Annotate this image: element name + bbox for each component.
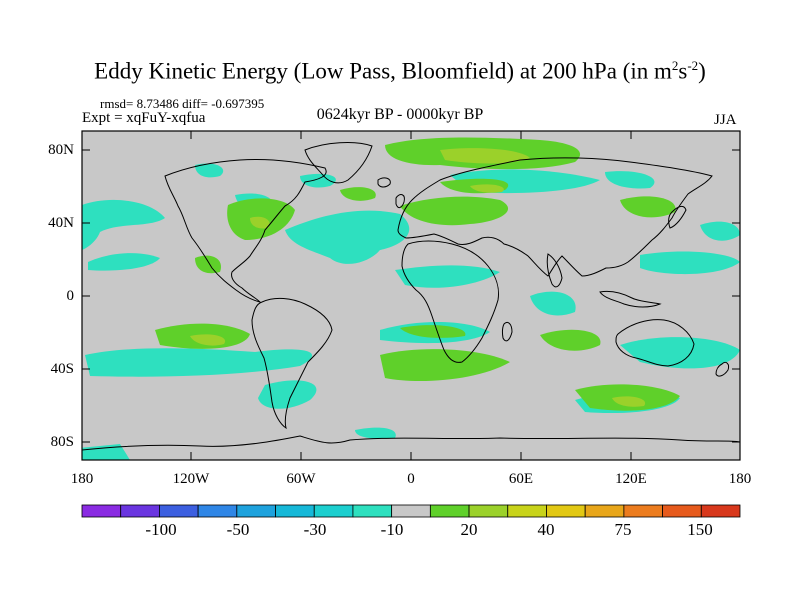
y-tick-label: 0	[66, 288, 75, 304]
colorbar-swatch	[120, 504, 160, 518]
title-unit-sup2: -2	[687, 58, 699, 73]
colorbar-swatch	[313, 504, 354, 518]
colorbar-swatch	[391, 504, 431, 518]
coast-indonesia	[599, 291, 662, 308]
coast-new-zealand	[715, 361, 729, 377]
field-patches	[82, 137, 740, 460]
coast-antarctica	[82, 435, 740, 460]
colorbar-label: 75	[614, 520, 632, 539]
title-unit-mid: s	[678, 58, 688, 84]
colorbar-label: -100	[145, 520, 177, 539]
colorbar-swatch	[352, 504, 393, 518]
colorbar-swatch	[700, 504, 741, 518]
coast-eurasia	[397, 157, 713, 277]
x-tick-label: 180	[70, 471, 94, 487]
coast-madagascar	[501, 321, 513, 342]
title-close: )	[698, 58, 706, 84]
coast-japan	[668, 205, 687, 229]
x-tick-label: 60W	[286, 471, 316, 487]
colorbar-swatch	[623, 504, 663, 518]
coast-africa	[401, 240, 499, 363]
x-tick-label: 180	[728, 471, 752, 487]
colorbar-swatch	[159, 504, 199, 518]
y-tick-label: 40N	[48, 215, 74, 231]
x-tick-label: 120W	[172, 471, 210, 487]
y-tick-label: 80S	[50, 434, 74, 450]
x-tick-label: 0	[407, 471, 415, 487]
colorbar-swatch	[81, 504, 122, 518]
coast-uk	[395, 194, 405, 209]
lightgreen-patches	[190, 148, 646, 407]
coast-iceland	[377, 177, 391, 188]
colorbar-swatch	[546, 504, 586, 518]
colorbar-label: 20	[460, 520, 478, 539]
experiment-label: Expt = xqFuY-xqfua	[82, 110, 206, 126]
x-tick-label: 60E	[508, 471, 534, 487]
colorbar-swatch	[468, 504, 509, 518]
title-unit-sup1: 2	[671, 58, 679, 73]
coast-australia	[615, 319, 695, 367]
y-tick-label: 40S	[50, 361, 74, 377]
period-label: 0624kyr BP - 0000kyr BP	[316, 106, 484, 123]
colorbar-swatch	[507, 504, 547, 518]
title-text: Eddy Kinetic Energy (Low Pass, Bloomfiel…	[94, 58, 672, 84]
colorbar-label: 40	[537, 520, 555, 539]
coastlines	[82, 142, 740, 460]
coast-india	[546, 253, 563, 288]
colorbar-swatch	[584, 504, 625, 518]
colorbar-swatch	[662, 504, 702, 518]
coast-south-america	[251, 297, 333, 430]
colorbar-swatch	[275, 504, 315, 518]
colorbar	[81, 504, 741, 518]
colorbar-label: -30	[303, 520, 327, 539]
colorbar-swatch	[429, 504, 470, 518]
coast-north-america	[164, 158, 327, 303]
chart-title: Eddy Kinetic Energy (Low Pass, Bloomfiel…	[0, 58, 800, 85]
colorbar-label: -50	[226, 520, 250, 539]
colorbar-label: 150	[687, 520, 713, 539]
colorbar-label: -10	[380, 520, 404, 539]
x-tick-label: 120E	[615, 471, 647, 487]
season-label: JJA	[714, 112, 737, 128]
axis-ticks	[82, 131, 740, 460]
colorbar-swatch	[236, 504, 276, 518]
y-tick-label: 80N	[48, 142, 74, 158]
colorbar-swatch	[197, 504, 238, 518]
coast-greenland	[304, 142, 373, 184]
stats-text: rmsd= 8.73486 diff= -0.697395	[100, 96, 265, 111]
